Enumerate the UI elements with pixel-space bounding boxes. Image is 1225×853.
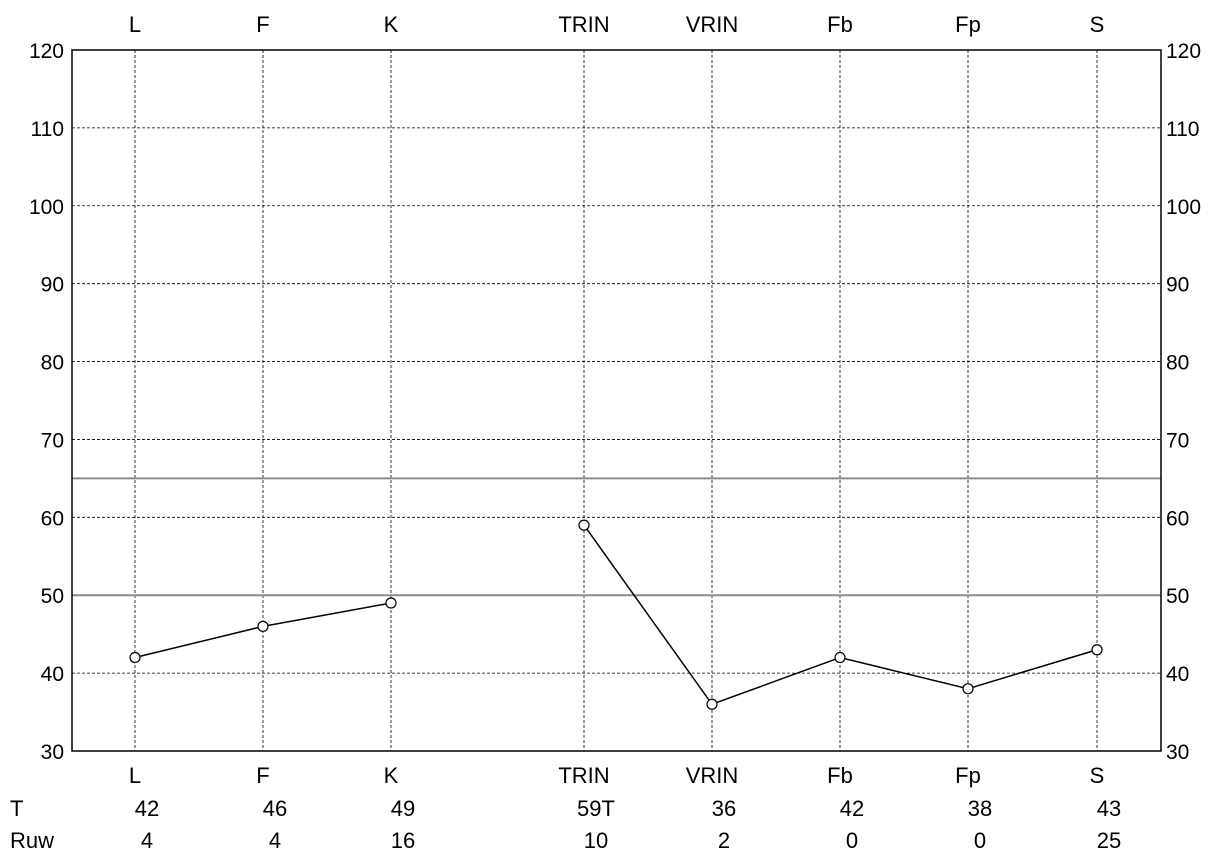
table-cell: 10 (584, 828, 608, 853)
y-tick-label-left: 50 (41, 585, 64, 608)
data-point-fp (962, 683, 974, 695)
table-cell: 16 (391, 828, 415, 853)
reference-lines (72, 477, 1161, 597)
y-tick-label-left: 60 (41, 507, 64, 530)
table-cell: 4 (269, 828, 281, 853)
table-cell: 2 (718, 828, 730, 853)
category-label-top: K (384, 12, 399, 37)
category-label-top: Fb (827, 12, 853, 37)
y-tick-label-right: 80 (1166, 352, 1189, 375)
y-tick-label-left: 70 (41, 429, 64, 452)
category-label-bottom: VRIN (686, 763, 739, 788)
category-label-bottom: F (256, 763, 269, 788)
y-tick-label-left: 40 (41, 663, 64, 686)
profile-series (129, 519, 1103, 710)
plot-frame (71, 49, 1162, 752)
category-label-bottom: S (1090, 763, 1105, 788)
category-label-bottom: L (129, 763, 141, 788)
y-tick-label-right: 70 (1166, 429, 1189, 452)
category-label-top: L (129, 12, 141, 37)
y-tick-label-right: 90 (1166, 274, 1189, 297)
table-cell: 4 (141, 828, 153, 853)
y-tick-label-left: 100 (29, 196, 64, 219)
category-label-bottom: K (384, 763, 399, 788)
y-tick-label-right: 50 (1166, 585, 1189, 608)
y-tick-label-left: 110 (31, 118, 64, 141)
data-point-s (1091, 644, 1103, 656)
y-tick-label-right: 120 (1166, 40, 1201, 63)
table-cell: 38 (968, 796, 992, 821)
series-line (583, 524, 1098, 706)
table-cell: 0 (974, 828, 986, 853)
table-cell: 25 (1097, 828, 1121, 853)
category-label-bottom: Fp (955, 763, 981, 788)
y-tick-label-left: 90 (41, 274, 64, 297)
table-cell: 49 (391, 796, 415, 821)
grid-layer (72, 50, 1161, 751)
category-label-top: VRIN (686, 12, 739, 37)
y-tick-label-left: 120 (29, 40, 64, 63)
table-row-label: Ruw (10, 828, 54, 853)
y-tick-label-left: 80 (41, 352, 64, 375)
category-label-top: S (1090, 12, 1105, 37)
data-point-fb (834, 651, 846, 664)
table-row-label: T (10, 796, 23, 821)
y-tick-label-right: 60 (1166, 507, 1189, 530)
category-label-bottom: TRIN (558, 763, 609, 788)
data-point-f (257, 620, 269, 632)
table-cell: 46 (263, 796, 287, 821)
data-point-k (385, 597, 397, 609)
y-tick-label-right: 110 (1166, 118, 1199, 141)
table-cell: 59T (577, 796, 615, 821)
category-label-bottom: Fb (827, 763, 853, 788)
table-cell: 42 (135, 796, 159, 821)
y-tick-label-right: 30 (1166, 741, 1189, 764)
score-table: T 42 46 49 59T 36 42 38 43 Ruw 4 4 16 10 2 0 0 25 (10, 796, 1121, 853)
table-cell: 43 (1097, 796, 1121, 821)
category-label-top: F (256, 12, 269, 37)
y-tick-label-right: 40 (1166, 663, 1189, 686)
y-tick-label-left: 30 (41, 741, 64, 764)
data-point-l (129, 651, 141, 664)
data-point-vrin (706, 698, 718, 710)
table-cell: 36 (712, 796, 736, 821)
table-cell: 0 (846, 828, 858, 853)
category-label-top: TRIN (558, 12, 609, 37)
category-label-top: Fp (955, 12, 981, 37)
y-tick-label-right: 100 (1166, 196, 1201, 219)
axis-labels: 30 30 40 40 50 50 60 60 70 70 80 80 90 90 100 100 110 110… (29, 12, 1201, 788)
table-cell: 42 (840, 796, 864, 821)
data-point-trin (578, 519, 590, 531)
